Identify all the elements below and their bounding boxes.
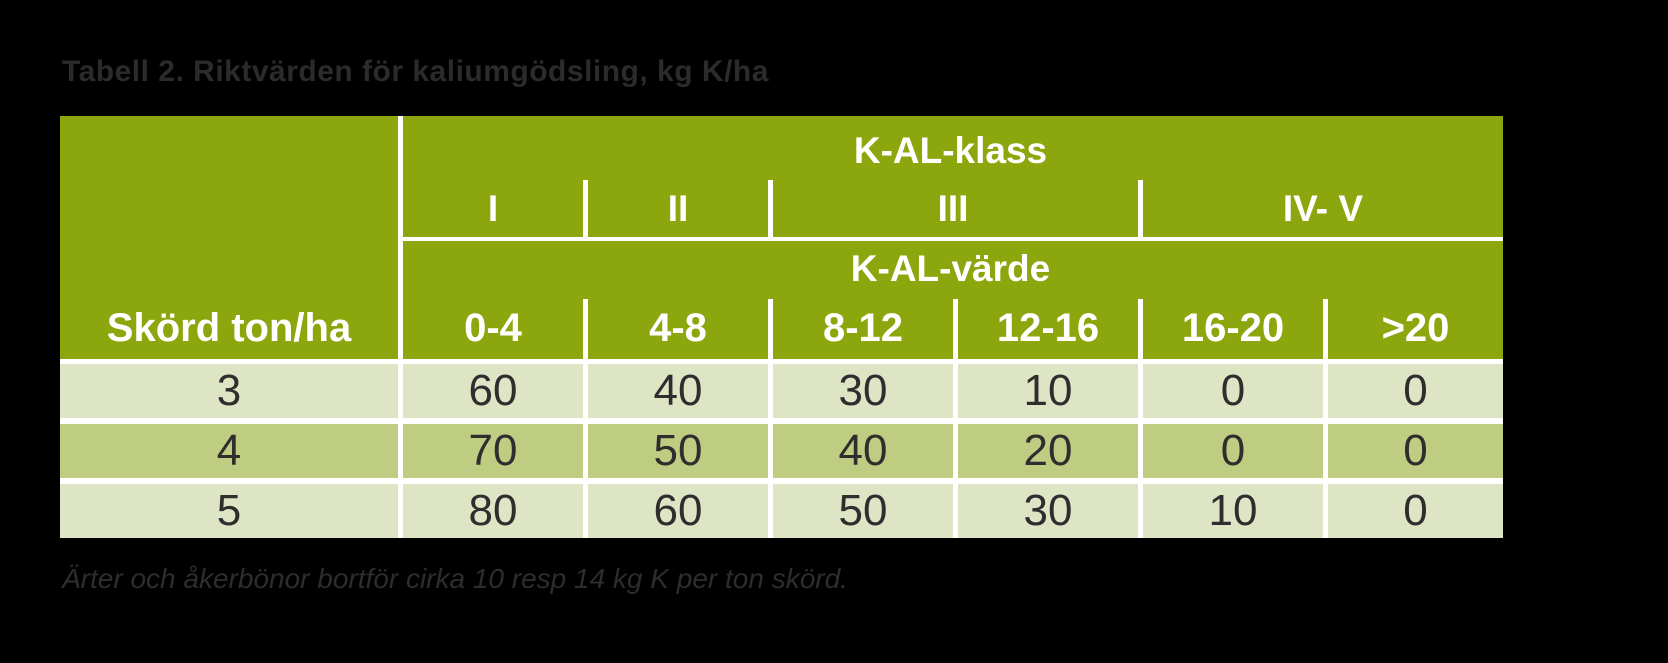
table-row: 4 70 50 40 20 0 0: [60, 424, 1503, 478]
header-row-divider: [398, 237, 1503, 241]
value-cell: 10: [1143, 484, 1323, 538]
header-range-8-12: 8-12: [822, 305, 904, 350]
header-range-0-4: 0-4: [464, 305, 522, 350]
header-range-16-20: 16-20: [1181, 305, 1285, 350]
value-cell: 0: [1328, 484, 1503, 538]
header-class-iii: III: [937, 187, 969, 229]
value-cell: 0: [1328, 364, 1503, 418]
header-class-ii: II: [667, 187, 689, 229]
header-skord-ton-ha: Skörd ton/ha: [106, 305, 352, 350]
value-cell: 60: [403, 364, 583, 418]
value-cell: 50: [773, 484, 953, 538]
value-cell: 0: [1328, 424, 1503, 478]
value-cell: 0: [1143, 364, 1323, 418]
header-kal-klass: K-AL-klass: [853, 130, 1048, 171]
potassium-fertilization-table: K-AL-klass I II III IV- V K-AL-värde Skö…: [60, 116, 1503, 538]
yield-cell: 4: [60, 424, 398, 478]
table-title: Tabell 2. Riktvärden för kaliumgödsling,…: [62, 55, 769, 88]
yield-cell: 5: [60, 484, 398, 538]
table-body: 3 60 40 30 10 0 0 4 70 50 40 20 0 0 5 80…: [60, 359, 1503, 538]
header-class-i: I: [487, 187, 499, 229]
table-row: 3 60 40 30 10 0 0: [60, 364, 1503, 418]
value-cell: 10: [958, 364, 1138, 418]
table-footnote: Ärter och åkerbönor bortför cirka 10 res…: [62, 563, 848, 594]
class-divider-iii-iv: [1138, 180, 1143, 241]
range-divider-3: [953, 299, 958, 359]
value-cell: 70: [403, 424, 583, 478]
value-cell: 30: [773, 364, 953, 418]
table-row: 5 80 60 50 30 10 0: [60, 484, 1503, 538]
value-cell: 40: [588, 364, 768, 418]
class-divider-ii-iii: [768, 180, 773, 241]
value-cell: 60: [588, 484, 768, 538]
range-divider-5: [1323, 299, 1328, 359]
range-divider-2: [768, 299, 773, 359]
header-class-iv-v: IV- V: [1282, 187, 1364, 229]
range-divider-4: [1138, 299, 1143, 359]
value-cell: 30: [958, 484, 1138, 538]
class-divider-i-ii: [583, 180, 588, 241]
value-cell: 40: [773, 424, 953, 478]
header-range-4-8: 4-8: [649, 305, 707, 350]
value-cell: 50: [588, 424, 768, 478]
value-cell: 20: [958, 424, 1138, 478]
value-cell: 0: [1143, 424, 1323, 478]
header-kal-varde: K-AL-värde: [850, 248, 1051, 289]
yield-cell: 3: [60, 364, 398, 418]
range-divider-1: [583, 299, 588, 359]
table-header: K-AL-klass I II III IV- V K-AL-värde Skö…: [60, 116, 1503, 359]
value-cell: 80: [403, 484, 583, 538]
header-range-12-16: 12-16: [996, 305, 1100, 350]
header-range-gt20: >20: [1381, 305, 1450, 350]
